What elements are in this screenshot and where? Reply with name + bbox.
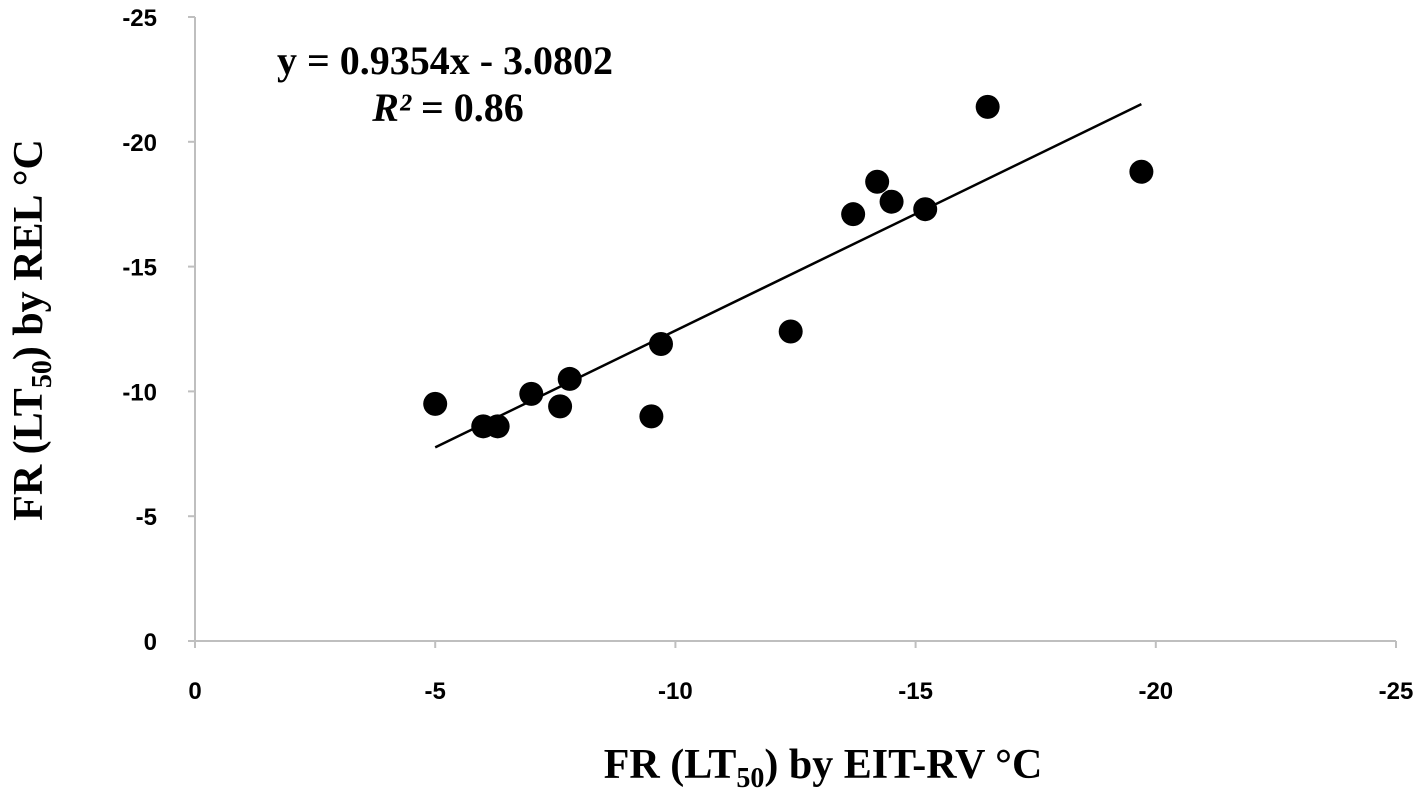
data-points [423,94,1154,439]
x-ticks: 0 -5 -10 -15 -20 -25 [188,641,1413,705]
r-squared-symbol: R² [371,85,412,130]
y-axis-title: FR (LT50) by REL °C [6,139,58,521]
data-point [423,391,448,416]
y-axis-title-pre: FR (LT [6,388,52,521]
x-axis-title-sub: 50 [736,763,764,794]
x-tick-label: -10 [658,678,693,705]
x-tick-label: -20 [1138,678,1173,705]
data-point [865,169,890,194]
x-tick-label: -5 [425,678,446,705]
y-tick-label: -25 [122,5,157,32]
data-point [485,414,510,439]
y-axis-title-group: FR (LT50) by REL °C [6,139,58,521]
x-axis-title: FR (LT50) by EIT-RV °C [604,742,1043,794]
data-point [1129,159,1154,184]
r-squared-label: R² = 0.86 [371,85,523,130]
y-tick-label: -15 [122,255,157,282]
data-point [519,381,544,406]
data-point [778,319,803,344]
data-point [841,202,866,227]
x-axis-title-post: ) by EIT-RV °C [764,742,1042,788]
x-tick-label: 0 [188,678,201,705]
trendline [434,103,1142,449]
axes [194,17,1396,642]
data-point [648,331,673,356]
data-point [975,94,1000,119]
x-tick-label: -15 [898,678,933,705]
trendline-group [434,103,1142,449]
y-ticks: 0 -5 -10 -15 -20 -25 [122,5,195,656]
regression-equation: y = 0.9354x - 3.0802 [277,38,613,83]
x-axis-title-pre: FR (LT [604,742,737,788]
y-axis-title-sub: 50 [27,360,58,388]
data-point [557,366,582,391]
data-point [879,189,904,214]
data-point [913,197,938,222]
y-tick-label: 0 [144,629,157,656]
y-tick-label: -10 [122,379,157,406]
y-axis-title-post: ) by REL °C [6,139,52,360]
x-tick-label: -25 [1379,678,1414,705]
data-point [639,404,664,429]
data-point [548,394,573,419]
r-squared-value: = 0.86 [411,85,524,130]
y-tick-label: -20 [122,130,157,157]
y-tick-label: -5 [136,504,157,531]
